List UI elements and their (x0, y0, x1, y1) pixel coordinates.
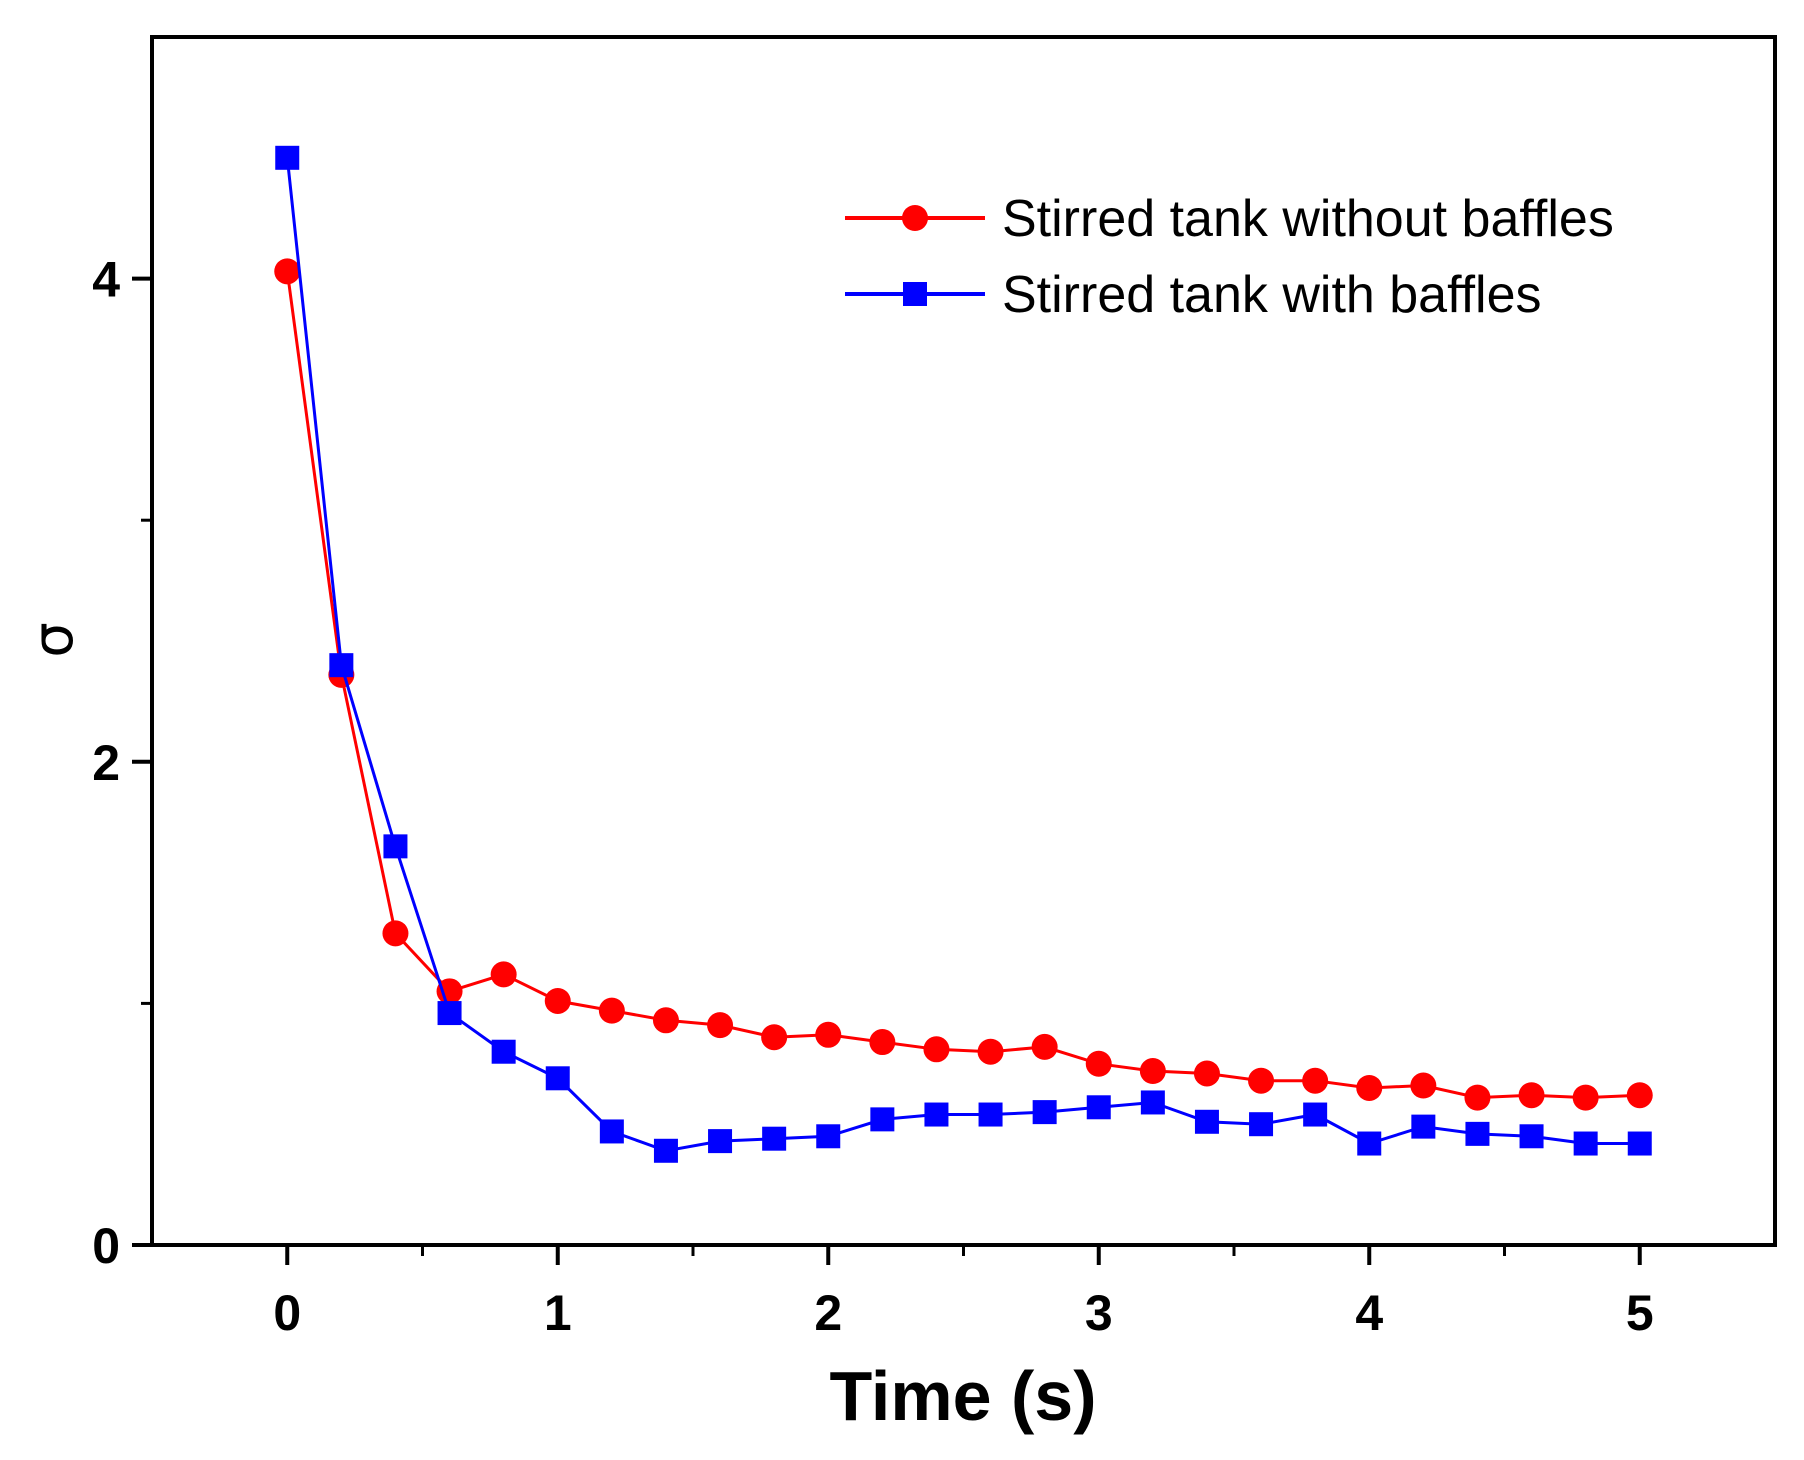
y-axis-title: σ (21, 622, 86, 658)
data-point (652, 1007, 679, 1034)
data-point (762, 1126, 787, 1151)
data-point (1140, 1090, 1165, 1115)
data-point (1303, 1102, 1328, 1127)
data-point (1410, 1072, 1437, 1099)
legend-label-without-baffles: Stirred tank without baffles (1002, 190, 1614, 248)
series-without-baffles (274, 258, 1653, 1111)
data-point (653, 1138, 678, 1163)
data-point (1302, 1067, 1329, 1094)
data-point (1518, 1082, 1545, 1109)
data-point (382, 920, 409, 947)
data-point (1139, 1058, 1166, 1085)
data-point (1627, 1131, 1652, 1156)
data-point (707, 1012, 734, 1039)
data-point (977, 1038, 1004, 1065)
data-point (761, 1024, 788, 1051)
y-tick-label: 4 (92, 252, 120, 308)
data-point (924, 1102, 949, 1127)
x-tick-label: 4 (1355, 1285, 1383, 1341)
y-tick-label: 2 (92, 735, 120, 791)
data-point (870, 1107, 895, 1132)
data-point (436, 978, 463, 1005)
data-point (978, 1102, 1003, 1127)
data-point (1031, 1033, 1058, 1060)
data-point (1032, 1100, 1057, 1125)
data-point (599, 1119, 624, 1144)
data-point (869, 1029, 896, 1056)
data-point (1085, 1050, 1112, 1077)
legend-marker-with-baffles (903, 282, 927, 306)
data-point (1194, 1109, 1219, 1134)
x-tick-label: 2 (814, 1285, 842, 1341)
series-line (285, 271, 1640, 1100)
data-point (329, 653, 354, 678)
axis-ticks (132, 276, 1642, 1265)
data-point (1465, 1121, 1490, 1146)
legend-label-with-baffles: Stirred tank with baffles (1002, 266, 1542, 324)
legend-marker-without-baffles (902, 205, 928, 231)
data-point (491, 1039, 516, 1064)
data-point (275, 145, 300, 170)
data-point (1357, 1131, 1382, 1156)
series-with-baffles (275, 145, 1652, 1163)
y-tick-label: 0 (92, 1218, 120, 1274)
data-point (708, 1129, 733, 1154)
data-point (1573, 1131, 1598, 1156)
data-point (383, 834, 408, 859)
data-point (1464, 1084, 1491, 1111)
data-point (1356, 1074, 1383, 1101)
x-tick-label: 3 (1085, 1285, 1113, 1341)
tick-labels: 0 1 2 3 4 5 0 2 4 (92, 252, 1653, 1341)
data-point (1572, 1084, 1599, 1111)
series-layer (274, 145, 1653, 1163)
data-point (1411, 1114, 1436, 1139)
data-point (490, 961, 517, 988)
data-point (1086, 1095, 1111, 1120)
legend: Stirred tank without baffles Stirred tan… (845, 190, 1614, 324)
data-point (1248, 1067, 1275, 1094)
x-axis-title: Time (s) (829, 1357, 1096, 1435)
x-tick-label: 5 (1626, 1285, 1654, 1341)
data-point (1249, 1112, 1274, 1137)
x-tick-label: 0 (273, 1285, 301, 1341)
data-point (598, 997, 625, 1024)
data-point (923, 1036, 950, 1063)
data-point (545, 1066, 570, 1091)
data-point (1626, 1082, 1653, 1109)
data-point (1519, 1124, 1544, 1149)
x-tick-label: 1 (544, 1285, 572, 1341)
data-point (544, 987, 571, 1014)
data-point (274, 258, 301, 285)
data-point (1193, 1060, 1220, 1087)
data-point (437, 1001, 462, 1026)
data-point (815, 1021, 842, 1048)
data-point (816, 1124, 841, 1149)
